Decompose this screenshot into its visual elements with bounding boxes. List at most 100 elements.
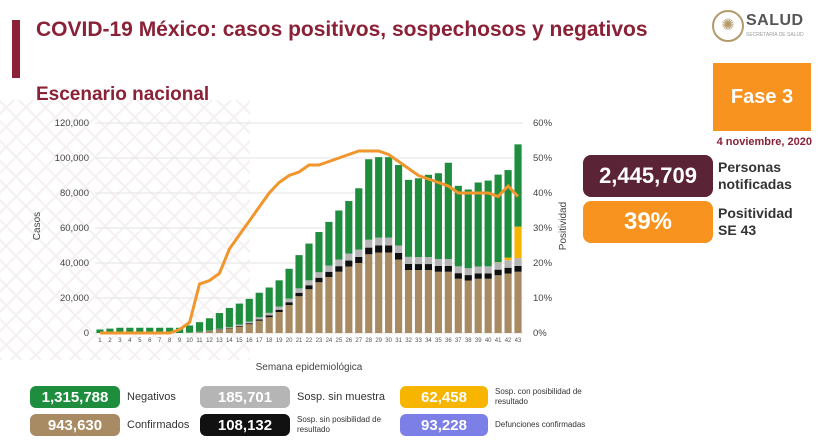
x-tick-label: 15 [236,338,243,344]
bar-segment [295,292,303,297]
background-pattern [0,100,250,360]
x-tick-label: 28 [365,338,372,344]
bar-segment [305,280,313,286]
bar-segment [305,285,313,290]
bar-segment [424,270,433,333]
bar-segment [375,157,383,238]
legend-label: Sosp. sin posibilidad de resultado [297,415,382,434]
bar-segment [225,328,233,333]
bar-segment [355,256,363,263]
title-accent-bar [12,20,20,78]
x-tick-label: 30 [385,338,392,344]
bar-segment [275,312,283,333]
bar-segment [136,327,144,333]
bar-segment [295,296,303,333]
x-tick-label: 38 [465,338,472,344]
bar-segment [225,307,233,328]
bar-segment [275,309,283,312]
bar-segment [394,259,403,333]
bar-segment [235,326,243,333]
legend-item: 93,228 Defunciones confirmadas [400,414,610,436]
bar-segment [444,271,452,333]
legend-value: 943,630 [30,414,120,436]
bar-segment [315,272,323,278]
bar-segment [444,258,452,266]
x-tick-label: 27 [355,338,362,344]
bar-segment [365,247,373,255]
bar-segment [245,321,253,324]
x-tick-label: 26 [345,338,352,344]
bar-segment [464,280,472,333]
bar-segment [474,266,482,274]
bar-segment [345,266,353,333]
x-tick-label: 21 [296,338,303,344]
x-tick-label: 20 [286,338,293,344]
bar-segment [166,327,174,333]
x-tick-label: 37 [455,338,462,344]
report-date: 4 noviembre, 2020 [716,136,812,148]
bar-segment [424,174,433,258]
bar-segment [514,271,522,333]
bar-segment [275,280,283,307]
x-tick-label: 18 [266,338,273,344]
x-tick-label: 17 [256,338,263,344]
x-tick-label: 1 [98,338,102,344]
x-tick-label: 9 [178,338,182,344]
bar-segment [345,260,353,267]
bar-segment [215,328,224,330]
bar-segment [514,265,522,272]
x-tick-label: 29 [375,338,382,344]
bar-segment [434,265,442,272]
bar-segment [404,256,413,264]
bar-segment [414,178,423,258]
bar-segment [305,243,313,281]
bar-segment [195,332,204,333]
bar-segment [355,263,363,333]
x-axis-label: Semana epidemiológica [256,362,363,373]
y-axis-label: Casos [32,212,43,240]
bar-segment [295,255,303,289]
y2-tick-label: 60% [533,118,553,129]
bar-segment [494,174,502,263]
bar-segment [385,252,393,333]
bar-segment [454,273,462,279]
bar-segment [514,226,522,259]
bar-segment [235,303,243,325]
bar-segment [375,252,383,333]
bar-segment [474,278,482,333]
y-tick-label: 40,000 [60,258,89,269]
y2-axis-label: Positividad [558,202,569,250]
legend-label: Sosp. con posibilidad de resultado [495,387,582,406]
bar-segment [385,157,393,238]
x-tick-label: 24 [326,338,333,344]
bar-segment [464,189,472,269]
bar-segment [394,165,403,246]
x-tick-label: 19 [276,338,283,344]
bar-segment [394,252,403,260]
bar-segment [325,277,333,333]
cases-chart: 020,00040,00060,00080,000100,000120,000 … [32,118,569,373]
page-subtitle: Escenario nacional [36,84,210,105]
salud-logo: ✺ SALUD SECRETARÍA DE SALUD [712,10,812,44]
bar-segment [285,302,293,305]
y-axis-ticks: 0 20,000 40,000 60,000 80,000 100,000 120,000 [55,118,89,339]
bar-segment [255,320,263,333]
bar-segment [464,275,472,281]
legend-item: 943,630 Confirmados [30,414,189,436]
x-tick-label: 16 [246,338,253,344]
page-title: COVID-19 México: casos positivos, sospec… [36,18,648,41]
bar-segment [275,306,283,310]
x-tick-label: 42 [505,338,512,344]
legend-value: 1,315,788 [30,386,120,408]
bar-segment [494,262,502,270]
bar-segment [305,289,313,333]
legend-value: 62,458 [400,386,488,408]
bar-segment [474,182,482,267]
positividad-label: Positividad SE 43 [718,205,793,238]
bar-segment [156,327,164,333]
bar-segment [235,325,243,327]
bar-segment [315,232,323,273]
bar-segment [255,317,263,320]
bar-segment [444,162,452,259]
eagle-emblem-icon: ✺ [712,10,744,42]
